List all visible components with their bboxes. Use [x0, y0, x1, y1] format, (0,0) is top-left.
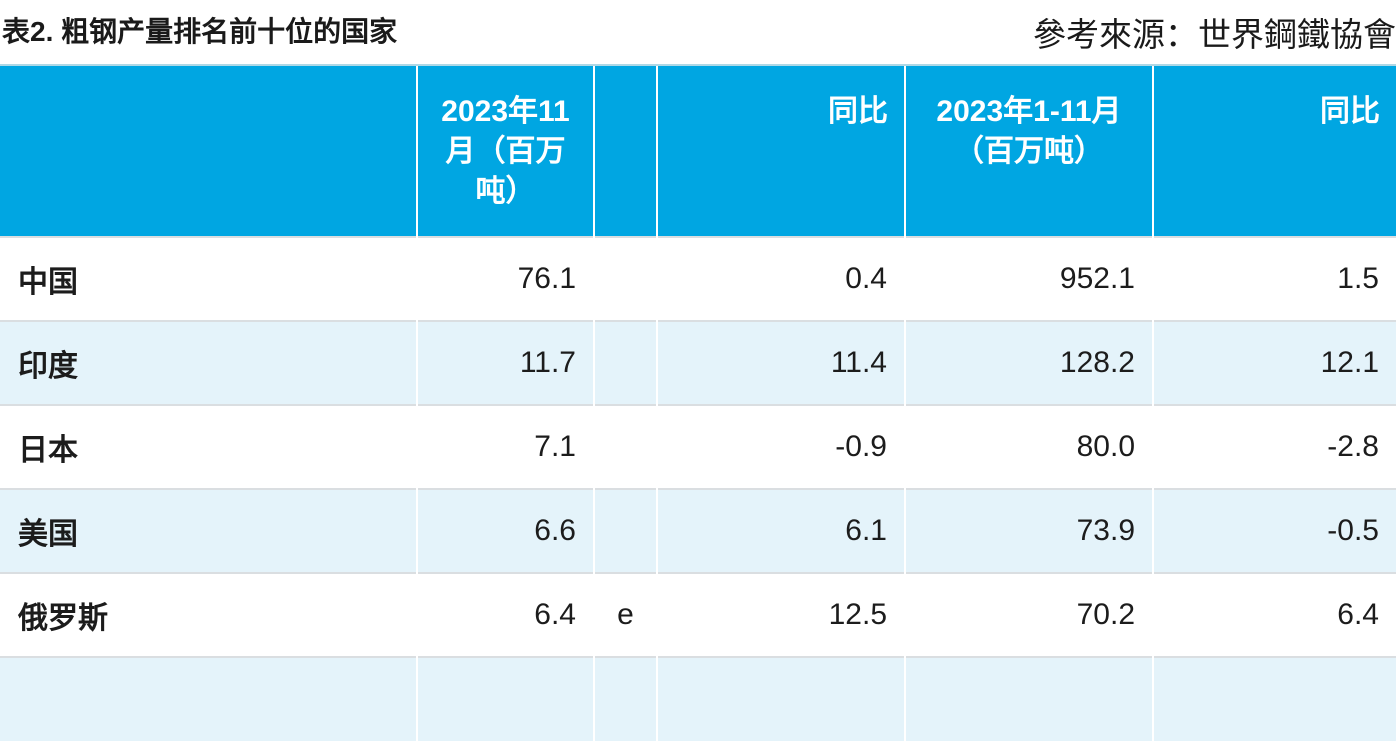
nov-value-cell: 11.7: [416, 320, 594, 405]
nov-value-cell: [416, 656, 594, 741]
ytd-value-cell: 80.0: [904, 404, 1153, 489]
country-cell: 美国: [0, 488, 417, 573]
ytd-yoy-cell: 1.5: [1152, 236, 1396, 321]
header-nov-yoy: 同比: [656, 64, 905, 237]
nov-yoy-cell: -0.9: [656, 404, 905, 489]
header-nov-volume: 2023年11 月（百万 吨）: [416, 64, 594, 237]
table-title: 表2. 粗钢产量排名前十位的国家: [2, 16, 398, 47]
table-row-clipped: [0, 656, 1396, 741]
nov-yoy-cell: 0.4: [656, 236, 905, 321]
ytd-value-cell: 128.2: [904, 320, 1153, 405]
nov-value-cell: 76.1: [416, 236, 594, 321]
country-cell: 日本: [0, 404, 417, 489]
source-reference: 參考來源：世界鋼鐵協會: [1033, 16, 1396, 53]
estimate-marker-cell: [593, 236, 657, 321]
table-body: 中国 76.1 0.4 952.1 1.5 印度 11.7 11.4 128.2…: [0, 236, 1396, 741]
nov-value-cell: 6.4: [416, 572, 594, 657]
estimate-marker-cell: [593, 404, 657, 489]
country-cell: 印度: [0, 320, 417, 405]
title-bar: 表2. 粗钢产量排名前十位的国家 參考來源：世界鋼鐵協會: [0, 0, 1396, 64]
header-country: [0, 64, 417, 237]
table-row-japan: 日本 7.1 -0.9 80.0 -2.8: [0, 404, 1396, 489]
country-cell: 中国: [0, 236, 417, 321]
header-ytd-volume: 2023年1-11月 （百万吨）: [904, 64, 1153, 237]
nov-yoy-cell: [656, 656, 905, 741]
nov-yoy-cell: 11.4: [656, 320, 905, 405]
header-marker: [593, 64, 657, 237]
estimate-marker-cell: [593, 320, 657, 405]
table-header: 2023年11 月（百万 吨） 同比 2023年1-11月 （百万吨） 同比: [0, 64, 1396, 237]
ytd-value-cell: 73.9: [904, 488, 1153, 573]
table-row-india: 印度 11.7 11.4 128.2 12.1: [0, 320, 1396, 405]
table-row-russia: 俄罗斯 6.4 e 12.5 70.2 6.4: [0, 572, 1396, 657]
ytd-yoy-cell: [1152, 656, 1396, 741]
ytd-yoy-cell: -2.8: [1152, 404, 1396, 489]
estimate-marker-cell: e: [593, 572, 657, 657]
table-row-usa: 美国 6.6 6.1 73.9 -0.5: [0, 488, 1396, 573]
nov-yoy-cell: 12.5: [656, 572, 905, 657]
header-ytd-yoy: 同比: [1152, 64, 1396, 237]
header-row: 2023年11 月（百万 吨） 同比 2023年1-11月 （百万吨） 同比: [0, 64, 1396, 237]
nov-yoy-cell: 6.1: [656, 488, 905, 573]
ytd-value-cell: 70.2: [904, 572, 1153, 657]
table-row-china: 中国 76.1 0.4 952.1 1.5: [0, 236, 1396, 321]
estimate-marker-cell: [593, 488, 657, 573]
steel-production-table: 2023年11 月（百万 吨） 同比 2023年1-11月 （百万吨） 同比 中…: [0, 64, 1396, 741]
nov-value-cell: 7.1: [416, 404, 594, 489]
estimate-marker-cell: [593, 656, 657, 741]
ytd-yoy-cell: 12.1: [1152, 320, 1396, 405]
country-cell: [0, 656, 417, 741]
country-cell: 俄罗斯: [0, 572, 417, 657]
nov-value-cell: 6.6: [416, 488, 594, 573]
ytd-yoy-cell: 6.4: [1152, 572, 1396, 657]
ytd-value-cell: 952.1: [904, 236, 1153, 321]
ytd-value-cell: [904, 656, 1153, 741]
ytd-yoy-cell: -0.5: [1152, 488, 1396, 573]
